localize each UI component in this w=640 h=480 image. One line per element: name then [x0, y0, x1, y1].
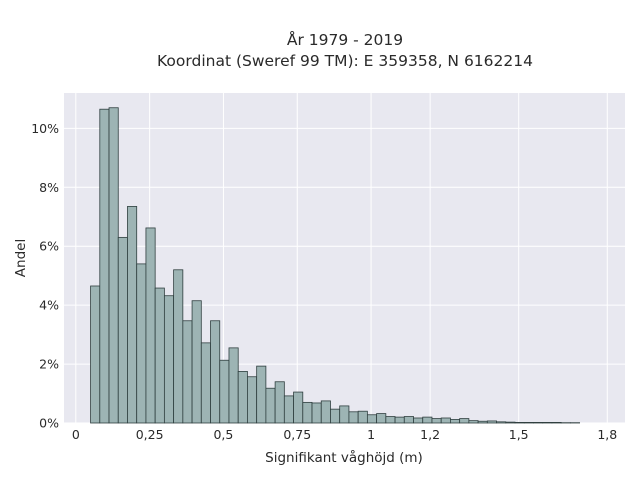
- y-tick-label: 8%: [39, 180, 59, 195]
- histogram-bar: [311, 402, 322, 424]
- histogram-bar: [348, 411, 359, 424]
- histogram-bar: [477, 420, 488, 424]
- histogram-bar: [127, 206, 138, 424]
- histogram-bar: [357, 410, 368, 424]
- histogram-bar: [459, 418, 470, 424]
- histogram-bar: [450, 419, 461, 424]
- x-tick-label: 0,25: [136, 427, 164, 442]
- y-tick-label: 4%: [39, 298, 59, 313]
- histogram-bar: [136, 263, 147, 424]
- histogram-bar: [330, 408, 341, 424]
- x-tick-label: 0,5: [213, 427, 233, 442]
- x-tick-label: 0: [72, 427, 80, 442]
- chart-title-line-1: År 1979 - 2019: [287, 30, 403, 49]
- histogram-bar: [219, 359, 230, 424]
- x-tick-label: 1: [367, 427, 375, 442]
- chart-title-line-2: Koordinat (Sweref 99 TM): E 359358, N 61…: [157, 52, 533, 70]
- histogram-bar: [117, 236, 128, 424]
- histogram-bar: [403, 416, 414, 424]
- x-axis-label: Signifikant våghöjd (m): [265, 449, 423, 466]
- histogram-bar: [200, 342, 211, 424]
- histogram-bar: [302, 401, 313, 424]
- histogram-bars: [90, 107, 581, 424]
- histogram-bar: [237, 371, 248, 424]
- histogram-bar: [496, 421, 507, 424]
- histogram-bar: [422, 416, 433, 424]
- histogram-bar: [542, 422, 553, 424]
- histogram-bar: [440, 417, 451, 424]
- histogram-bar: [108, 107, 119, 424]
- histogram-bar: [265, 387, 276, 424]
- y-tick-label: 0%: [39, 416, 59, 431]
- histogram-bar: [247, 376, 258, 424]
- histogram-bar: [283, 395, 294, 424]
- histogram-bar: [394, 416, 405, 424]
- histogram-bar: [366, 414, 378, 424]
- histogram-bar: [163, 295, 175, 424]
- y-tick-label: 2%: [39, 357, 59, 372]
- histogram-bar: [256, 365, 267, 424]
- y-tick-label: 6%: [39, 239, 59, 254]
- histogram-bar: [486, 420, 497, 424]
- histogram-bar: [413, 417, 424, 424]
- histogram-bar: [514, 422, 525, 424]
- histogram-bar: [376, 413, 387, 424]
- histogram-bar: [90, 285, 101, 424]
- x-tick-label: 1,2: [420, 427, 440, 442]
- x-tick-label: 1,8: [597, 427, 617, 442]
- histogram-bar: [293, 391, 304, 424]
- histogram-bar: [551, 422, 562, 424]
- histogram-bar: [320, 400, 331, 424]
- tick-labels: 0% 2% 4% 6% 8% 10% 0 0,25 0,5 0,75 1 1,2 1,5 1,8: [31, 121, 617, 442]
- x-tick-label: 1,5: [509, 427, 529, 442]
- y-tick-label: 10%: [31, 121, 59, 136]
- y-axis-label: Andel: [13, 239, 29, 277]
- histogram-bar: [99, 108, 110, 424]
- histogram-bar: [523, 422, 534, 424]
- histogram-bar: [468, 420, 479, 424]
- x-tick-label: 0,75: [283, 427, 311, 442]
- histogram-bar: [228, 347, 239, 424]
- histogram-bar: [145, 227, 156, 424]
- histogram-bar: [431, 418, 442, 424]
- histogram-bar: [173, 269, 184, 424]
- histogram-bar: [191, 300, 202, 424]
- histogram-bar: [274, 381, 285, 424]
- histogram-bar: [385, 416, 396, 424]
- histogram-bar: [154, 287, 165, 424]
- histogram-bar: [533, 422, 544, 424]
- histogram-bar: [339, 405, 350, 424]
- histogram-bar: [210, 320, 221, 424]
- histogram-bar: [182, 320, 193, 424]
- histogram-bar: [505, 421, 516, 424]
